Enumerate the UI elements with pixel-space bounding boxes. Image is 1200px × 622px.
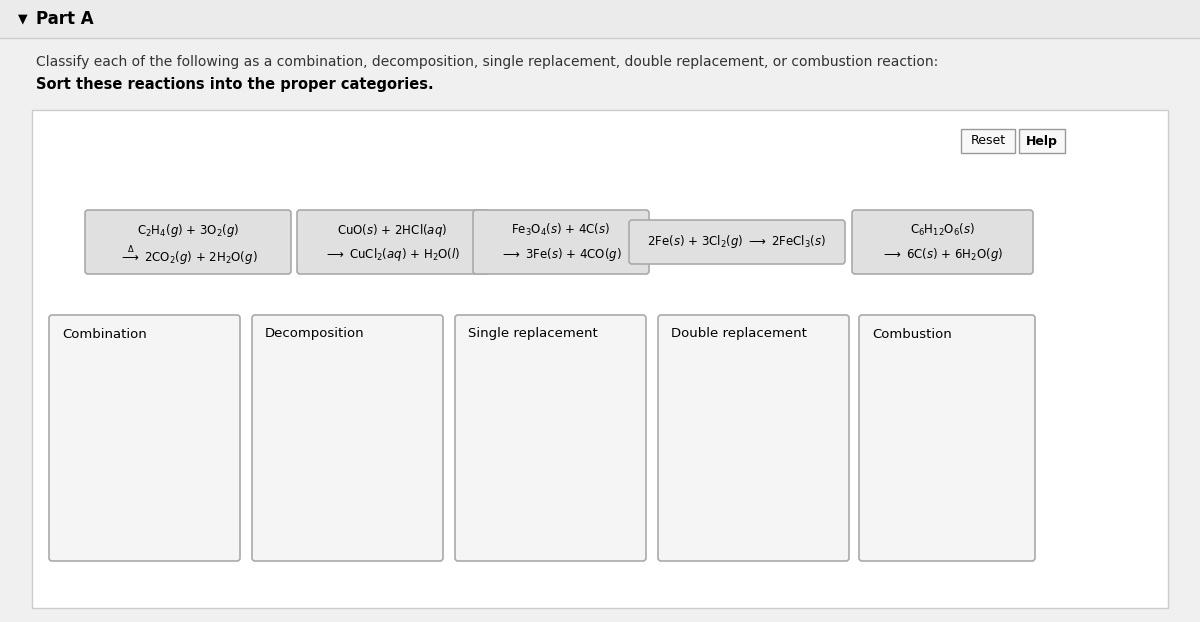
FancyBboxPatch shape (852, 210, 1033, 274)
Text: Double replacement: Double replacement (671, 328, 806, 340)
Text: $\longrightarrow$ 6C($s$) + 6H$_2$O($g$): $\longrightarrow$ 6C($s$) + 6H$_2$O($g$) (881, 246, 1003, 263)
FancyBboxPatch shape (629, 220, 845, 264)
Text: C$_6$H$_{12}$O$_6$($s$): C$_6$H$_{12}$O$_6$($s$) (910, 222, 974, 238)
Text: Classify each of the following as a combination, decomposition, single replaceme: Classify each of the following as a comb… (36, 55, 938, 69)
Text: $\overset{\mathregular{\Delta}}{\longrightarrow}$ 2CO$_2$($g$) + 2H$_2$O($g$): $\overset{\mathregular{\Delta}}{\longrig… (119, 243, 257, 267)
Text: Combustion: Combustion (872, 328, 952, 340)
FancyBboxPatch shape (961, 129, 1015, 153)
FancyBboxPatch shape (658, 315, 850, 561)
FancyBboxPatch shape (298, 210, 488, 274)
Text: Combination: Combination (62, 328, 146, 340)
Text: CuO($s$) + 2HCl($aq$): CuO($s$) + 2HCl($aq$) (337, 222, 448, 239)
Text: Part A: Part A (36, 10, 94, 28)
Text: Single replacement: Single replacement (468, 328, 598, 340)
Text: $\longrightarrow$ 3Fe($s$) + 4CO($g$): $\longrightarrow$ 3Fe($s$) + 4CO($g$) (500, 246, 622, 263)
FancyBboxPatch shape (455, 315, 646, 561)
Text: Fe$_3$O$_4$($s$) + 4C($s$): Fe$_3$O$_4$($s$) + 4C($s$) (511, 222, 611, 238)
Text: Sort these reactions into the proper categories.: Sort these reactions into the proper cat… (36, 78, 433, 93)
Text: Reset: Reset (971, 134, 1006, 147)
FancyBboxPatch shape (0, 0, 1200, 38)
Text: $\longrightarrow$ CuCl$_2$($aq$) + H$_2$O($l$): $\longrightarrow$ CuCl$_2$($aq$) + H$_2$… (324, 246, 461, 263)
FancyBboxPatch shape (32, 110, 1168, 608)
Text: C$_2$H$_4$($g$) + 3O$_2$($g$): C$_2$H$_4$($g$) + 3O$_2$($g$) (137, 222, 239, 239)
Text: ▼: ▼ (18, 12, 28, 26)
FancyBboxPatch shape (85, 210, 292, 274)
Text: Decomposition: Decomposition (265, 328, 365, 340)
Text: 2Fe($s$) + 3Cl$_2$($g$) $\longrightarrow$ 2FeCl$_3$($s$): 2Fe($s$) + 3Cl$_2$($g$) $\longrightarrow… (648, 233, 827, 251)
FancyBboxPatch shape (859, 315, 1034, 561)
Text: Help: Help (1026, 134, 1058, 147)
FancyBboxPatch shape (49, 315, 240, 561)
FancyBboxPatch shape (473, 210, 649, 274)
FancyBboxPatch shape (252, 315, 443, 561)
FancyBboxPatch shape (1019, 129, 1066, 153)
